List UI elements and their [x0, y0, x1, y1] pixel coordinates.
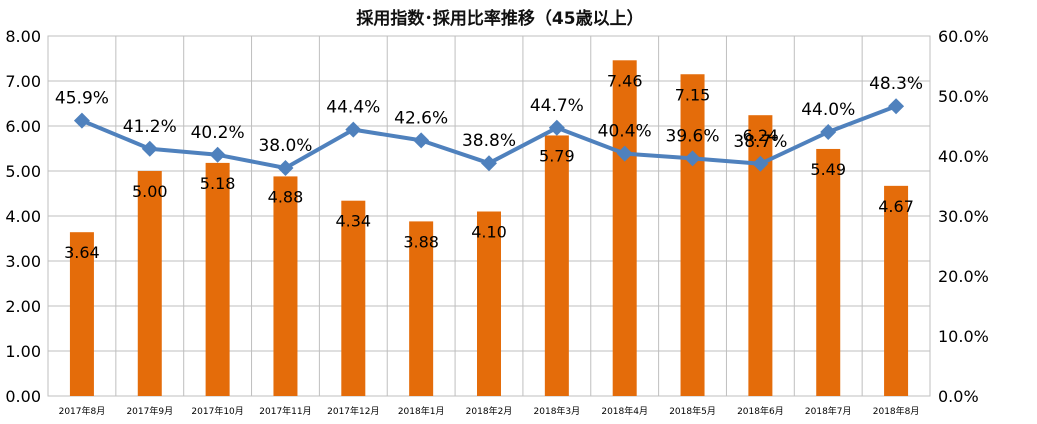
y-right-tick-label: 30.0%: [938, 207, 989, 226]
line-marker: [73, 112, 90, 129]
bar: [680, 74, 705, 396]
bar: [205, 162, 230, 396]
line-marker: [752, 155, 769, 172]
y-left-tick-label: 1.00: [5, 342, 41, 361]
line-marker: [345, 121, 362, 138]
bar: [544, 135, 569, 396]
x-tick-label: 2017年10月: [191, 405, 243, 417]
bar: [884, 185, 909, 396]
y-right-tick-label: 50.0%: [938, 87, 989, 106]
y-right-tick-label: 20.0%: [938, 267, 989, 286]
bar: [409, 221, 434, 396]
line-data-label: 44.7%: [530, 96, 584, 116]
bar: [273, 176, 298, 396]
line-marker: [277, 160, 294, 176]
x-tick-label: 2018年2月: [466, 405, 513, 417]
line-data-label: 41.2%: [123, 117, 177, 137]
y-left-tick-label: 4.00: [5, 207, 41, 226]
x-tick-label: 2018年6月: [737, 405, 784, 417]
line-data-label: 44.4%: [326, 98, 380, 118]
bar: [69, 232, 94, 396]
x-tick-label: 2017年11月: [259, 405, 311, 417]
line-marker: [616, 145, 633, 162]
line-data-label: 42.6%: [394, 108, 448, 128]
bar-data-label: 6.24: [743, 126, 779, 145]
bar-data-label: 3.64: [64, 243, 100, 262]
bar: [612, 60, 637, 397]
bar: [477, 211, 501, 396]
line-data-label: 44.0%: [801, 100, 855, 120]
bar: [816, 148, 841, 396]
line-data-label: 38.8%: [462, 131, 516, 151]
x-tick-label: 2018年5月: [669, 405, 716, 417]
bar-data-label: 5.49: [810, 160, 846, 179]
line-marker: [209, 146, 226, 163]
line-marker: [548, 119, 565, 136]
line-marker: [820, 124, 837, 140]
bar-data-label: 5.18: [200, 174, 236, 193]
bar-data-label: 7.46: [607, 71, 643, 90]
y-left-tick-label: 7.00: [5, 72, 41, 91]
y-right-tick-label: 60.0%: [938, 27, 989, 46]
y-left-tick-label: 2.00: [5, 297, 41, 316]
line-data-label: 40.2%: [191, 123, 245, 143]
line-marker: [888, 98, 905, 115]
line-marker: [413, 132, 430, 149]
bar-data-label: 5.00: [132, 182, 168, 201]
line-data-label: 45.9%: [55, 89, 109, 109]
x-tick-label: 2017年12月: [327, 405, 379, 417]
bar-data-label: 4.88: [268, 187, 304, 206]
x-tick-label: 2018年3月: [534, 405, 581, 417]
line-data-label: 38.0%: [258, 136, 312, 156]
y-left-tick-label: 3.00: [5, 252, 41, 271]
x-tick-label: 2017年8月: [59, 405, 106, 417]
x-tick-label: 2017年9月: [126, 405, 173, 417]
bar-data-label: 4.67: [878, 197, 914, 216]
y-right-tick-label: 10.0%: [938, 327, 989, 346]
x-tick-label: 2018年4月: [601, 405, 648, 417]
y-right-tick-label: 40.0%: [938, 147, 989, 166]
line-data-label: 39.6%: [666, 126, 720, 146]
bar-data-label: 5.79: [539, 146, 575, 165]
y-left-tick-label: 6.00: [5, 117, 41, 136]
bar-data-label: 7.15: [675, 85, 711, 104]
x-tick-label: 2018年8月: [873, 405, 920, 417]
bar-data-label: 4.34: [335, 212, 371, 231]
line-data-label: 48.3%: [869, 74, 923, 94]
line-marker: [684, 150, 701, 167]
y-left-tick-label: 5.00: [5, 162, 41, 181]
x-tick-label: 2018年7月: [805, 405, 852, 417]
y-left-tick-label: 8.00: [5, 27, 41, 46]
bar-data-label: 4.10: [471, 223, 507, 242]
bar-data-label: 3.88: [403, 232, 439, 251]
line-marker: [141, 140, 158, 157]
line-data-label: 40.4%: [598, 122, 652, 142]
line-marker: [481, 155, 497, 172]
x-tick-label: 2018年1月: [398, 405, 445, 417]
chart-title: 採用指数･採用比率推移（45歳以上）: [356, 9, 644, 29]
y-left-tick-label: 0.00: [5, 387, 41, 406]
bar: [137, 171, 162, 396]
y-right-tick-label: 0.0%: [938, 387, 979, 406]
line-data-label: 38.7%: [733, 132, 787, 152]
bar: [341, 200, 366, 396]
